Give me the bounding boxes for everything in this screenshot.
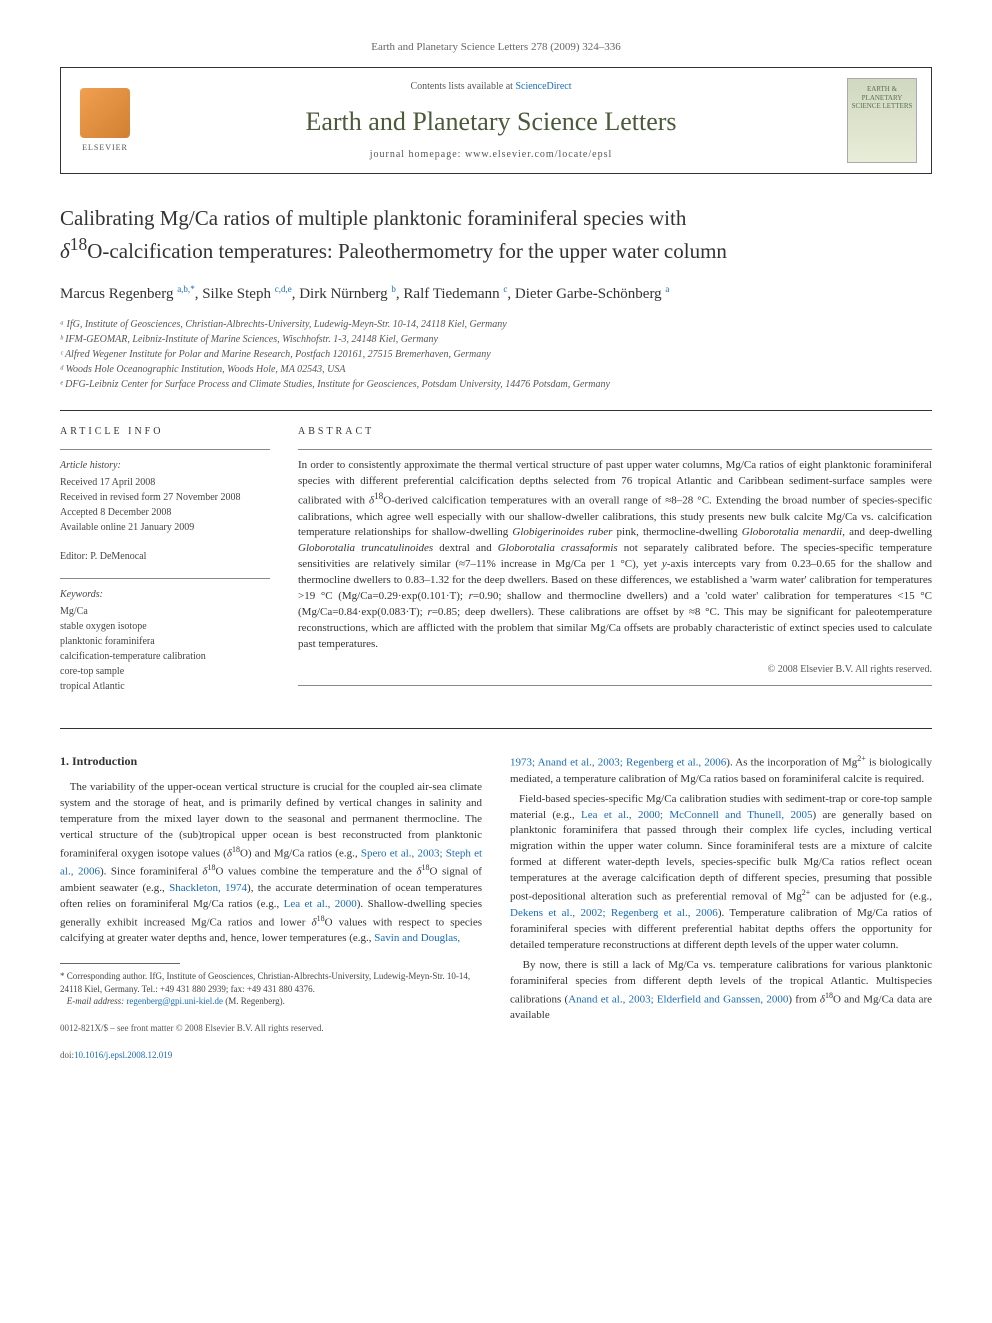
divider <box>298 685 932 686</box>
body-column-left: 1. Introduction The variability of the u… <box>60 753 482 1061</box>
keyword: stable oxygen isotope <box>60 619 270 634</box>
abstract-label: ABSTRACT <box>298 425 932 439</box>
journal-homepage-line: journal homepage: www.elsevier.com/locat… <box>135 148 847 162</box>
author-list: Marcus Regenberg a,b,*, Silke Steph c,d,… <box>60 283 932 305</box>
citation-link[interactable]: 1973; Anand et al., 2003; Regenberg et a… <box>510 757 726 769</box>
publisher-logo-block: ELSEVIER <box>75 88 135 153</box>
article-history-block: Article history: Received 17 April 2008 … <box>60 458 270 535</box>
editor-name: P. DeMenocal <box>90 551 146 562</box>
citation-link[interactable]: Savin and Douglas, <box>374 932 460 944</box>
divider <box>60 410 932 411</box>
author-affil-link[interactable]: a,b, <box>177 286 190 302</box>
elsevier-tree-icon <box>80 88 130 138</box>
body-paragraph: The variability of the upper-ocean verti… <box>60 780 482 947</box>
citation-link[interactable]: Anand et al., 2003; Elderfield and Ganss… <box>568 993 788 1005</box>
email-label: E-mail address: <box>67 996 124 1006</box>
corresponding-author-footnote: * Corresponding author. IfG, Institute o… <box>60 970 482 995</box>
contents-prefix: Contents lists available at <box>410 81 515 92</box>
banner-center: Contents lists available at ScienceDirec… <box>135 80 847 162</box>
footnote-text: * Corresponding author. IfG, Institute o… <box>60 971 470 994</box>
doi-link[interactable]: 10.1016/j.epsl.2008.12.019 <box>74 1050 172 1060</box>
body-paragraph: By now, there is still a lack of Mg/Ca v… <box>510 958 932 1024</box>
doi-line: doi:10.1016/j.epsl.2008.12.019 <box>60 1049 482 1062</box>
affiliation: ᵃ IfG, Institute of Geosciences, Christi… <box>60 317 932 332</box>
section-heading-intro: 1. Introduction <box>60 753 482 770</box>
article-info-label: ARTICLE INFO <box>60 425 270 439</box>
article-info-column: ARTICLE INFO Article history: Received 1… <box>60 425 270 708</box>
cover-title-text: EARTH & PLANETARY SCIENCE LETTERS <box>848 85 916 110</box>
body-paragraph: 1973; Anand et al., 2003; Regenberg et a… <box>510 753 932 788</box>
author-affil-link[interactable]: a <box>665 286 669 302</box>
citation-link[interactable]: Dekens et al., 2002; Regenberg et al., 2… <box>510 907 718 919</box>
homepage-url[interactable]: www.elsevier.com/locate/epsl <box>465 149 612 160</box>
divider <box>60 449 270 450</box>
publisher-name: ELSEVIER <box>82 142 128 153</box>
citation-link[interactable]: Lea et al., 2000 <box>284 898 357 910</box>
author-affil-link[interactable]: c <box>503 286 507 302</box>
abstract-copyright: © 2008 Elsevier B.V. All rights reserved… <box>298 663 932 677</box>
abstract-text: In order to consistently approximate the… <box>298 458 932 653</box>
keywords-heading: Keywords: <box>60 587 270 602</box>
keyword: Mg/Ca <box>60 604 270 619</box>
doi-label: doi: <box>60 1050 74 1060</box>
affiliation: ᶜ Alfred Wegener Institute for Polar and… <box>60 347 932 362</box>
author-affil-link[interactable]: c,d,e <box>275 286 292 302</box>
divider <box>60 728 932 729</box>
editor-block: Editor: P. DeMenocal <box>60 549 270 564</box>
body-two-column: 1. Introduction The variability of the u… <box>60 753 932 1061</box>
history-line: Received in revised form 27 November 200… <box>60 490 270 505</box>
affiliation: ᵇ IFM-GEOMAR, Leibniz-Institute of Marin… <box>60 332 932 347</box>
keyword: calcification-temperature calibration <box>60 649 270 664</box>
body-column-right: 1973; Anand et al., 2003; Regenberg et a… <box>510 753 932 1061</box>
email-link[interactable]: regenberg@gpi.uni-kiel.de <box>126 996 223 1006</box>
body-paragraph: Field-based species-specific Mg/Ca calib… <box>510 792 932 954</box>
footnote-divider <box>60 963 180 964</box>
history-line: Received 17 April 2008 <box>60 475 270 490</box>
history-line: Available online 21 January 2009 <box>60 520 270 535</box>
keyword: planktonic foraminifera <box>60 634 270 649</box>
title-line-1: Calibrating Mg/Ca ratios of multiple pla… <box>60 206 686 230</box>
keywords-block: Keywords: Mg/Ca stable oxygen isotope pl… <box>60 587 270 694</box>
journal-title: Earth and Planetary Science Letters <box>135 104 847 140</box>
affiliation: ᵉ DFG-Leibniz Center for Surface Process… <box>60 377 932 392</box>
affiliation: ᵈ Woods Hole Oceanographic Institution, … <box>60 362 932 377</box>
title-line-2: δ18O-calcification temperatures: Paleoth… <box>60 239 727 263</box>
issn-copyright-line: 0012-821X/$ – see front matter © 2008 El… <box>60 1022 482 1035</box>
journal-cover-thumbnail: EARTH & PLANETARY SCIENCE LETTERS <box>847 78 917 163</box>
history-line: Accepted 8 December 2008 <box>60 505 270 520</box>
keyword: core-top sample <box>60 664 270 679</box>
keyword: tropical Atlantic <box>60 679 270 694</box>
affiliations-block: ᵃ IfG, Institute of Geosciences, Christi… <box>60 317 932 392</box>
editor-label: Editor: <box>60 551 88 562</box>
journal-banner: ELSEVIER Contents lists available at Sci… <box>60 67 932 174</box>
abstract-column: ABSTRACT In order to consistently approx… <box>298 425 932 708</box>
article-title: Calibrating Mg/Ca ratios of multiple pla… <box>60 204 932 265</box>
email-suffix: (M. Regenberg). <box>225 996 285 1006</box>
corresponding-author-link[interactable]: * <box>190 286 195 302</box>
sciencedirect-link[interactable]: ScienceDirect <box>515 81 571 92</box>
divider <box>298 449 932 450</box>
contents-available-line: Contents lists available at ScienceDirec… <box>135 80 847 94</box>
journal-header-citation: Earth and Planetary Science Letters 278 … <box>60 40 932 55</box>
divider <box>60 578 270 579</box>
history-heading: Article history: <box>60 458 270 473</box>
citation-link[interactable]: Shackleton, 1974 <box>169 882 247 894</box>
homepage-prefix: journal homepage: <box>370 149 465 160</box>
author-affil-link[interactable]: b <box>391 286 396 302</box>
citation-link[interactable]: Lea et al., 2000; McConnell and Thunell,… <box>581 809 813 821</box>
email-footnote: E-mail address: regenberg@gpi.uni-kiel.d… <box>60 995 482 1008</box>
info-abstract-row: ARTICLE INFO Article history: Received 1… <box>60 425 932 708</box>
